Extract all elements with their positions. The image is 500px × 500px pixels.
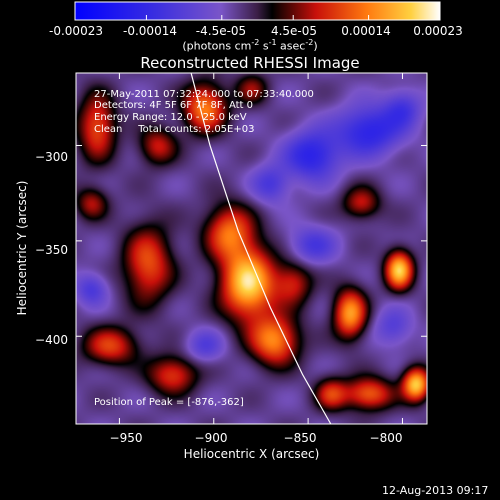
x-axis-label: Heliocentric X (arcsec) (183, 447, 320, 461)
peak-position-label: Position of Peak = [-876,-362] (94, 397, 244, 408)
annotation-detectors: Detectors: 4F 5F 6F 7F 8F, Att 0 (94, 100, 254, 111)
y-axis-ticks (76, 144, 427, 337)
colorbar-tick-label-0: -0.00023 (49, 24, 103, 38)
annotation-energy-range: Energy Range: 12.0 - 25.0 keV (94, 112, 247, 123)
units-prefix: (photons cm (182, 39, 252, 53)
colorbar (74, 1, 441, 21)
y-tick-label-2: −400 (35, 333, 68, 347)
units-suffix: ) (313, 39, 318, 53)
x-tick-label-1: −900 (194, 431, 228, 445)
colorbar-gradient (74, 1, 441, 21)
footer-timestamp: 12-Aug-2013 09:17 (382, 484, 489, 497)
colorbar-ticks (74, 15, 441, 20)
colorbar-tick-label-4: 0.00014 (341, 24, 391, 38)
colorbar-tick-label-3: 4.5e-05 (270, 24, 318, 38)
colorbar-tick-label-1: -0.00014 (123, 24, 177, 38)
x-tick-label-0: −950 (109, 431, 143, 445)
chart-title: Reconstructed RHESSI Image (140, 54, 360, 72)
units-exp-3: -2 (305, 38, 314, 47)
heatmap-image (76, 73, 427, 424)
x-tick-label-3: −800 (369, 431, 403, 445)
solar-limb-curve (190, 72, 332, 425)
y-tick-label-0: −300 (35, 150, 68, 164)
colorbar-tick-label-5: 0.00023 (413, 24, 463, 38)
y-axis-label: Heliocentric Y (arcsec) (15, 180, 29, 316)
units-exp-2: -1 (268, 38, 277, 47)
colorbar-tick-label-2: -4.5e-05 (195, 24, 247, 38)
annotation-clean-counts: Clean Total counts: 2.05E+03 (94, 124, 255, 135)
units-mid-2: asec (276, 39, 306, 53)
colorbar-units: (photons cm-2 s-1 asec-2) (0, 38, 500, 53)
y-tick-label-1: −350 (35, 243, 68, 257)
units-mid: s (259, 39, 269, 53)
plot-frame (75, 72, 428, 425)
x-axis-ticks (118, 73, 403, 424)
annotation-time-range: 27-May-2011 07:32:24.000 to 07:33:40.000 (94, 89, 314, 100)
units-exp-1: -2 (251, 38, 260, 47)
x-tick-label-2: −850 (283, 431, 317, 445)
